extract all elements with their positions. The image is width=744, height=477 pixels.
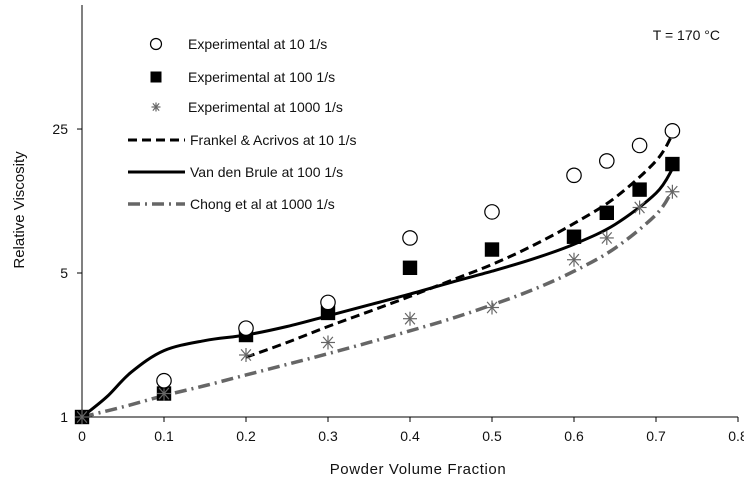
marker-square xyxy=(599,205,614,221)
x-tick-label: 0.3 xyxy=(318,428,338,444)
legend-entry-frankel-acrivos-at-10-1-s: Frankel & Acrivos at 10 1/s xyxy=(128,132,357,148)
data-point-experimental-at-10-1-s xyxy=(598,153,615,169)
temperature-annotation: T = 170 °C xyxy=(653,27,720,43)
x-tick-label: 0.8 xyxy=(728,428,744,444)
data-point-experimental-at-100-1-s xyxy=(599,205,614,221)
data-point-experimental-at-1000-1-s xyxy=(599,230,614,245)
series-points xyxy=(74,123,681,425)
series-line-frankel-acrivos-at-10-1-s xyxy=(245,133,674,359)
series-line-chong-et-al-at-1000-1-s xyxy=(82,189,674,417)
y-axis-title: Relative Viscosity xyxy=(11,151,28,269)
marker-circle xyxy=(566,167,582,184)
marker-square xyxy=(402,260,418,275)
legend-label: Experimental at 10 1/s xyxy=(188,36,327,52)
x-tick-label: 0.1 xyxy=(154,428,174,444)
data-point-experimental-at-1000-1-s xyxy=(321,335,335,350)
legend-label: Experimental at 100 1/s xyxy=(188,69,335,85)
legend-entry-van-den-brule-at-100-1-s: Van den Brule at 100 1/s xyxy=(128,164,343,180)
legend-entry-experimental-at-1000-1-s: Experimental at 1000 1/s xyxy=(151,99,343,115)
data-point-experimental-at-100-1-s xyxy=(320,305,336,321)
data-point-experimental-at-10-1-s xyxy=(402,230,418,246)
data-point-experimental-at-1000-1-s xyxy=(665,184,680,199)
data-point-experimental-at-1000-1-s xyxy=(75,410,89,424)
legend-marker xyxy=(150,71,162,83)
marker-square xyxy=(484,242,500,257)
series-line-van-den-brule-at-100-1-s xyxy=(82,168,674,417)
legend-label: Chong et al at 1000 1/s xyxy=(190,196,335,212)
series-lines xyxy=(82,133,674,417)
x-tick-label: 0 xyxy=(78,428,86,444)
data-point-experimental-at-100-1-s xyxy=(665,156,680,172)
data-point-experimental-at-1000-1-s xyxy=(567,252,581,267)
data-point-experimental-at-10-1-s xyxy=(631,137,648,154)
legend-marker xyxy=(149,37,163,51)
marker-circle xyxy=(484,204,500,220)
data-point-experimental-at-10-1-s xyxy=(320,294,336,311)
marker-circle xyxy=(664,123,681,139)
data-point-experimental-at-10-1-s xyxy=(484,204,500,220)
marker-circle xyxy=(238,320,254,336)
data-point-experimental-at-1000-1-s xyxy=(632,200,647,215)
y-tick-label: 25 xyxy=(52,121,68,137)
legend-entry-chong-et-al-at-1000-1-s: Chong et al at 1000 1/s xyxy=(128,196,335,212)
x-tick-label: 0.4 xyxy=(400,428,420,444)
marker-square xyxy=(566,229,582,244)
marker-circle xyxy=(598,153,615,169)
legend-entry-experimental-at-100-1-s: Experimental at 100 1/s xyxy=(150,69,335,85)
marker-circle xyxy=(149,37,163,51)
x-axis-title: Powder Volume Fraction xyxy=(330,461,507,477)
legend: Experimental at 10 1/s Experimental at 10… xyxy=(128,36,357,212)
data-point-experimental-at-10-1-s xyxy=(238,320,254,336)
marker-circle xyxy=(320,294,336,311)
x-tick-label: 0.6 xyxy=(564,428,584,444)
y-tick-label: 1 xyxy=(60,409,68,425)
x-tick-label: 0.7 xyxy=(646,428,666,444)
data-point-experimental-at-100-1-s xyxy=(402,260,418,275)
data-point-experimental-at-1000-1-s xyxy=(239,347,253,362)
marker-circle xyxy=(156,372,172,389)
data-point-experimental-at-10-1-s xyxy=(156,372,172,389)
legend-label: Experimental at 1000 1/s xyxy=(188,99,343,115)
legend-entry-experimental-at-10-1-s: Experimental at 10 1/s xyxy=(149,36,327,52)
data-point-experimental-at-1000-1-s xyxy=(403,311,417,326)
data-point-experimental-at-10-1-s xyxy=(566,167,582,184)
x-tick-label: 0.5 xyxy=(482,428,502,444)
legend-label: Van den Brule at 100 1/s xyxy=(190,164,343,180)
data-point-experimental-at-10-1-s xyxy=(664,123,681,139)
marker-square xyxy=(150,71,162,83)
data-point-experimental-at-100-1-s xyxy=(484,242,500,257)
marker-square xyxy=(320,305,336,321)
x-ticks: 0 0.1 0.2 0.3 0.4 0.5 0.6 0.7 0.8 xyxy=(78,417,744,444)
data-point-experimental-at-100-1-s xyxy=(566,229,582,244)
marker-circle xyxy=(402,230,418,246)
legend-marker xyxy=(151,102,161,112)
data-point-experimental-at-100-1-s xyxy=(632,182,647,197)
legend-label: Frankel & Acrivos at 10 1/s xyxy=(190,132,357,148)
y-tick-label: 5 xyxy=(60,265,68,281)
x-tick-label: 0.2 xyxy=(236,428,256,444)
marker-square xyxy=(632,182,647,197)
marker-circle xyxy=(631,137,648,154)
marker-square xyxy=(665,156,680,172)
data-point-experimental-at-1000-1-s xyxy=(157,386,171,401)
data-point-experimental-at-1000-1-s xyxy=(485,300,499,315)
